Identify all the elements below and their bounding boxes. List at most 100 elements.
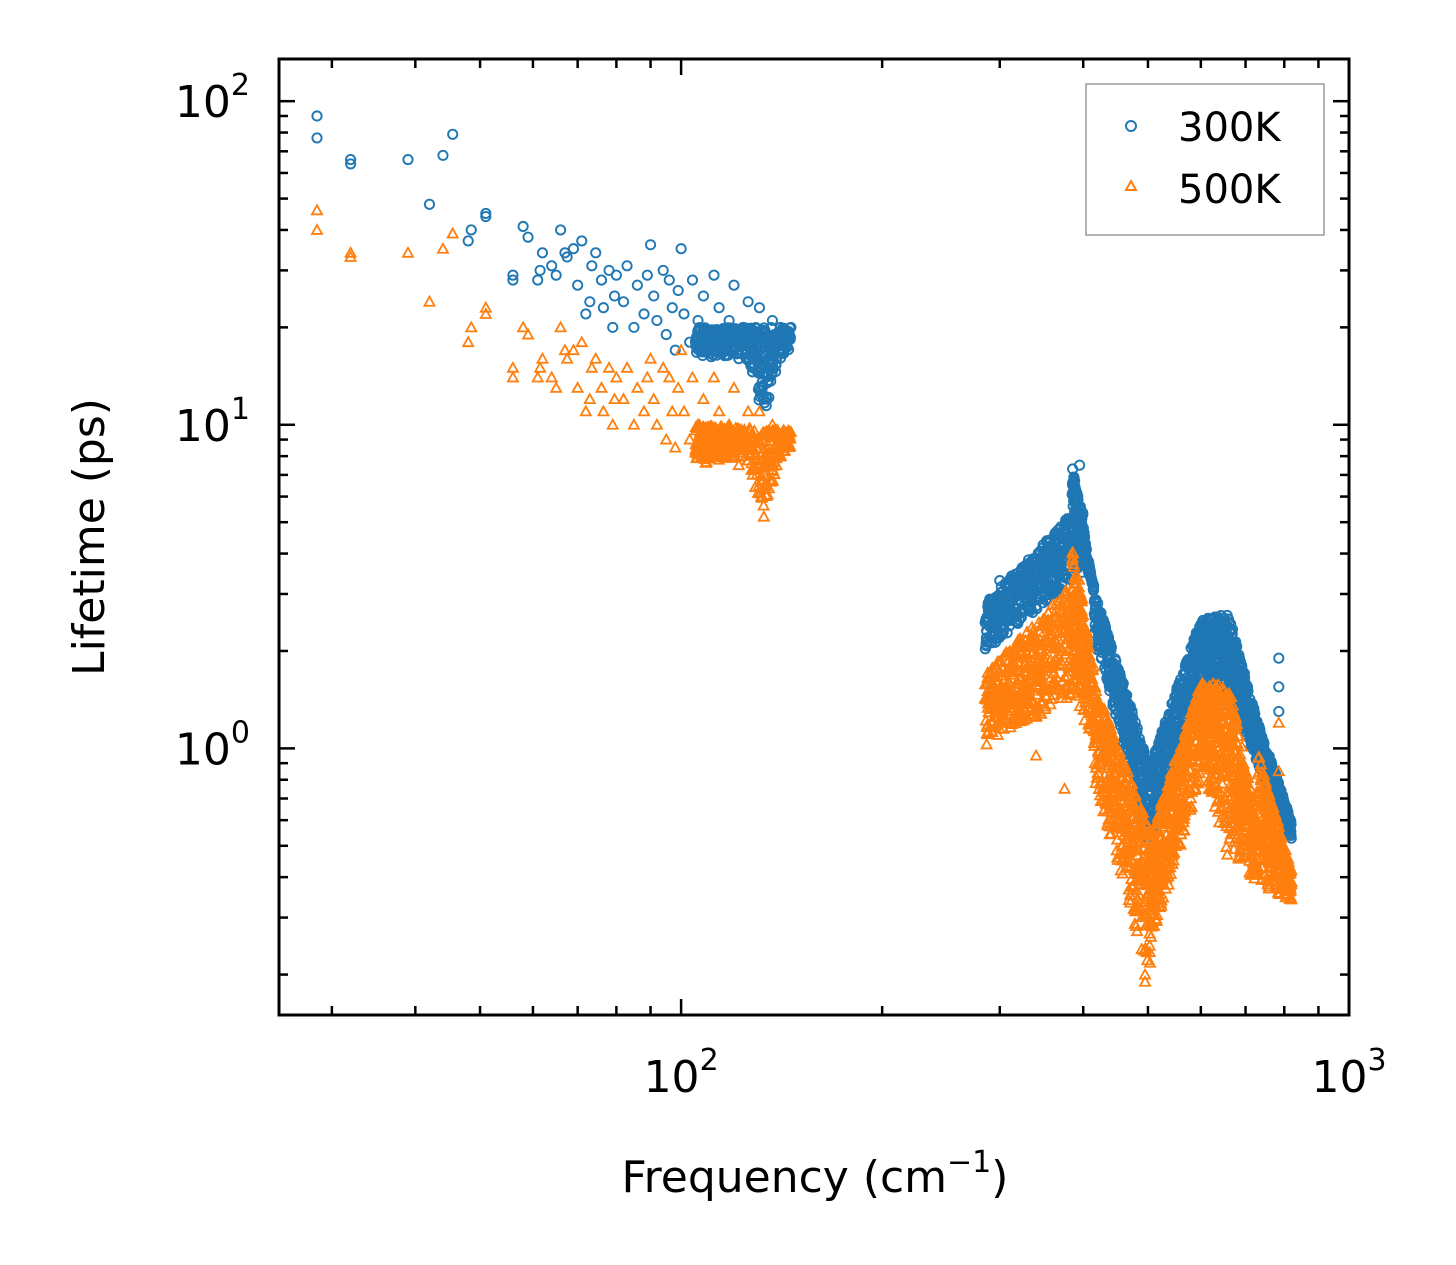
point-300k <box>766 314 778 327</box>
point-300k <box>1051 547 1063 559</box>
point-300k <box>711 349 723 361</box>
point-300k <box>1098 632 1110 644</box>
point-300k <box>686 274 699 286</box>
point-300k <box>747 346 759 358</box>
point-300k <box>692 332 704 344</box>
point-300k <box>1075 521 1087 533</box>
point-300k <box>621 260 633 272</box>
point-300k <box>1097 624 1109 636</box>
point-300k <box>986 628 998 640</box>
point-300k <box>522 231 534 243</box>
point-300k <box>1050 560 1062 572</box>
point-300k <box>753 302 765 314</box>
point-300k <box>590 247 602 259</box>
point-300k <box>1040 594 1052 606</box>
point-300k <box>617 296 630 308</box>
point-300k <box>1079 539 1091 551</box>
point-300k <box>713 302 725 314</box>
point-300k <box>567 243 580 255</box>
point-300k <box>660 329 672 341</box>
point-300k <box>1026 586 1038 598</box>
point-300k <box>480 211 492 223</box>
point-300k <box>536 247 549 259</box>
point-300k <box>1107 657 1119 669</box>
point-300k <box>631 279 643 291</box>
point-300k <box>1050 526 1062 539</box>
point-300k <box>984 593 996 605</box>
point-300k <box>597 302 609 314</box>
point-300k <box>1031 603 1043 615</box>
point-300k <box>534 264 546 276</box>
point-300k <box>746 341 758 354</box>
point-300k <box>706 329 718 341</box>
point-300k <box>1083 569 1096 581</box>
point-300k <box>663 274 675 286</box>
point-300k <box>311 132 323 144</box>
point-300k <box>1087 578 1099 590</box>
point-300k <box>1068 473 1080 485</box>
point-300k <box>998 610 1010 622</box>
point-300k <box>1083 561 1096 573</box>
point-300k <box>1078 555 1090 567</box>
point-300k <box>774 352 787 364</box>
point-300k <box>345 158 357 170</box>
point-300k <box>697 290 709 302</box>
point-300k <box>480 207 492 219</box>
point-300k <box>666 302 678 314</box>
point-300k <box>507 274 519 286</box>
point-300k <box>1127 719 1139 731</box>
point-300k <box>584 296 596 308</box>
point-300k <box>697 341 709 353</box>
point-300k <box>641 269 653 281</box>
point-300k <box>1027 553 1039 565</box>
point-300k <box>979 643 991 655</box>
point-300k <box>773 329 785 341</box>
point-300k <box>610 269 622 281</box>
point-300k <box>986 611 998 623</box>
point-300k <box>1037 568 1049 580</box>
point-300k <box>1110 680 1122 692</box>
point-300k <box>609 290 621 302</box>
point-300k <box>1044 582 1057 594</box>
point-300k <box>747 324 759 336</box>
point-300k <box>546 260 558 272</box>
point-300k <box>517 220 529 233</box>
point-300k <box>607 321 619 333</box>
point-300k <box>447 128 459 140</box>
point-300k <box>755 337 767 349</box>
point-300k <box>723 314 735 327</box>
point-300k <box>717 331 730 343</box>
point-300k <box>1001 582 1013 595</box>
point-300k <box>657 264 669 276</box>
point-300k <box>1039 582 1051 594</box>
point-300k <box>678 308 690 320</box>
point-300k <box>1118 704 1130 717</box>
point-300k <box>1137 747 1149 759</box>
point-300k <box>1105 681 1117 693</box>
point-300k <box>745 329 757 341</box>
point-300k <box>1099 662 1111 674</box>
point-300k <box>1052 568 1064 580</box>
point-300k <box>752 367 764 379</box>
point-300k <box>423 198 436 210</box>
point-300k <box>1014 607 1026 619</box>
point-300k <box>708 269 720 281</box>
point-300k <box>1092 607 1104 619</box>
point-300k <box>532 274 544 286</box>
point-300k <box>628 321 640 333</box>
point-300k <box>550 269 562 281</box>
point-300k <box>644 239 657 251</box>
point-300k <box>595 274 608 286</box>
point-300k <box>758 368 770 380</box>
point-300k <box>1031 578 1043 590</box>
point-300k <box>1051 584 1063 596</box>
point-300k <box>995 581 1007 593</box>
point-300k <box>1016 589 1029 601</box>
point-300k <box>754 391 766 403</box>
point-300k <box>690 340 702 352</box>
point-300k <box>1105 644 1117 656</box>
point-300k <box>572 279 584 291</box>
point-300k <box>980 613 992 625</box>
data-points-layer <box>310 110 1298 987</box>
